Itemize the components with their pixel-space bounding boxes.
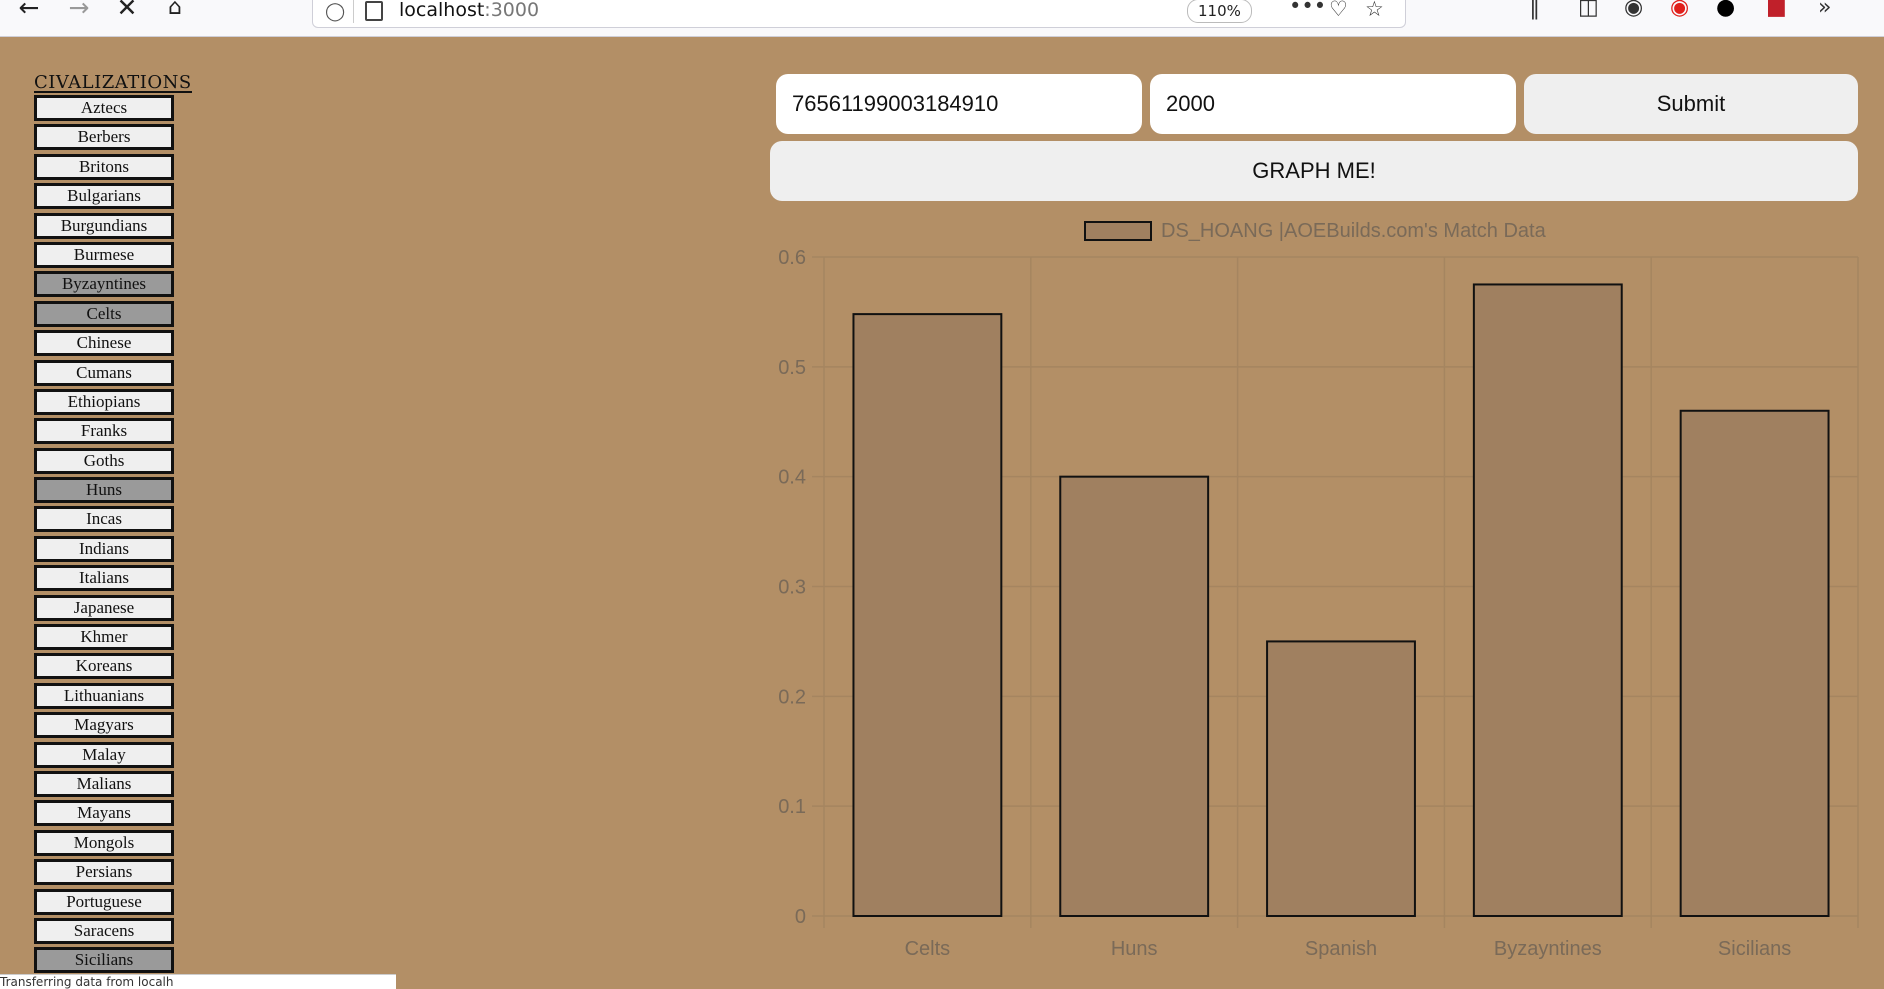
address-bar[interactable]: ◯ localhost:3000 110% ••• ♡ ☆ [312, 0, 1406, 28]
civ-button-huns[interactable]: Huns [34, 477, 174, 504]
x-tick-label: Byzayntines [1494, 938, 1602, 960]
stop-loading-icon[interactable]: ✕ [116, 0, 138, 22]
url-divider [353, 0, 354, 23]
account-icon[interactable]: ◉ [1624, 0, 1644, 20]
y-tick-label: 0.1 [778, 796, 806, 818]
civ-button-ethiopians[interactable]: Ethiopians [34, 388, 174, 415]
steam-id-input[interactable] [776, 74, 1142, 134]
home-icon[interactable]: ⌂ [168, 0, 182, 20]
civ-button-chinese[interactable]: Chinese [34, 330, 174, 357]
legend-label: DS_HOANG |AOEBuilds.com's Match Data [1161, 220, 1547, 242]
bar-celts [852, 313, 1003, 917]
bar-sicilians [1679, 409, 1830, 917]
bookmark-star-icon[interactable]: ☆ [1365, 0, 1384, 21]
ublock-icon[interactable]: ◉ [1670, 0, 1690, 20]
url-text[interactable]: localhost:3000 [399, 0, 539, 21]
extension-icon[interactable]: ■ [1766, 0, 1787, 20]
page-icon [365, 1, 383, 21]
civ-button-incas[interactable]: Incas [34, 506, 174, 533]
civ-button-japanese[interactable]: Japanese [34, 594, 174, 621]
y-tick-label: 0.4 [778, 467, 806, 489]
bar-byzayntines [1472, 283, 1623, 918]
match-count-input[interactable] [1150, 74, 1516, 134]
civ-button-sicilians[interactable]: Sicilians [34, 947, 174, 974]
overflow-menu-icon[interactable]: » [1818, 0, 1832, 20]
civ-button-celts[interactable]: Celts [34, 300, 174, 327]
civ-button-berbers[interactable]: Berbers [34, 124, 174, 151]
back-arrow-icon[interactable]: ← [18, 0, 40, 22]
civ-button-mayans[interactable]: Mayans [34, 800, 174, 827]
y-tick-label: 0.3 [778, 577, 806, 599]
bar-huns [1059, 475, 1210, 917]
civ-button-persians[interactable]: Persians [34, 859, 174, 886]
civ-button-bulgarians[interactable]: Bulgarians [34, 183, 174, 210]
more-actions-icon[interactable]: ••• [1289, 0, 1327, 18]
civ-button-indians[interactable]: Indians [34, 535, 174, 562]
civ-button-magyars[interactable]: Magyars [34, 712, 174, 739]
y-tick-label: 0 [795, 906, 806, 928]
civ-button-mongols[interactable]: Mongols [34, 829, 174, 856]
bar-chart: DS_HOANG |AOEBuilds.com's Match Data 0 0.1… [778, 220, 1859, 960]
civ-button-koreans[interactable]: Koreans [34, 653, 174, 680]
civ-button-lithuanians[interactable]: Lithuanians [34, 682, 174, 709]
civ-button-saracens[interactable]: Saracens [34, 917, 174, 944]
sidebar-toggle-icon[interactable]: ◫ [1578, 0, 1599, 20]
forward-arrow-icon[interactable]: → [68, 0, 90, 22]
add-extension-icon[interactable]: ● [1716, 0, 1736, 20]
bar-spanish [1266, 640, 1416, 917]
civ-button-malay[interactable]: Malay [34, 741, 174, 768]
civ-button-cumans[interactable]: Cumans [34, 359, 174, 386]
civ-button-aztecs[interactable]: Aztecs [34, 95, 174, 121]
y-tick-label: 0.2 [778, 686, 806, 708]
graph-me-button[interactable]: GRAPH ME! [770, 141, 1858, 201]
library-icon[interactable]: ║ [1528, 0, 1542, 20]
legend-swatch [1084, 221, 1152, 241]
civ-button-portuguese[interactable]: Portuguese [34, 888, 174, 915]
civilizations-heading: CIVALIZATIONS [34, 72, 192, 93]
x-tick-label: Huns [1111, 938, 1158, 960]
y-tick-label: 0.5 [778, 357, 806, 379]
civ-button-italians[interactable]: Italians [34, 565, 174, 592]
url-host: localhost [399, 0, 485, 21]
browser-toolbar: ← → ✕ ⌂ ◯ localhost:3000 110% ••• ♡ ☆ ║ … [0, 0, 1884, 37]
pocket-icon[interactable]: ♡ [1329, 0, 1348, 21]
civ-list: Aztecs Berbers Britons Bulgarians Burgundian… [34, 95, 174, 977]
civ-button-byzayntines[interactable]: Byzayntines [34, 271, 174, 298]
url-port: :3000 [484, 0, 540, 21]
status-bar: Transferring data from localh [0, 974, 396, 989]
y-tick-label: 0.6 [778, 247, 806, 269]
civ-button-goths[interactable]: Goths [34, 447, 174, 474]
civ-button-burgundians[interactable]: Burgundians [34, 212, 174, 239]
shield-icon[interactable]: ◯ [325, 1, 346, 22]
civ-button-britons[interactable]: Britons [34, 153, 174, 180]
civ-button-khmer[interactable]: Khmer [34, 624, 174, 651]
zoom-level[interactable]: 110% [1187, 0, 1252, 23]
submit-button[interactable]: Submit [1524, 74, 1858, 134]
civ-button-burmese[interactable]: Burmese [34, 241, 174, 268]
x-tick-label: Spanish [1305, 938, 1377, 960]
x-tick-label: Sicilians [1718, 938, 1791, 960]
x-tick-label: Celts [905, 938, 951, 960]
civ-button-franks[interactable]: Franks [34, 418, 174, 445]
civ-button-malians[interactable]: Malians [34, 770, 174, 797]
